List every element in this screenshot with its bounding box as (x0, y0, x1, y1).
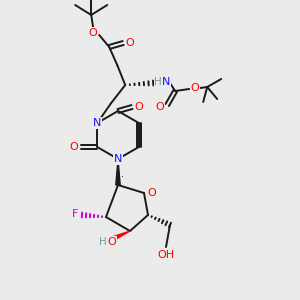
Text: OH: OH (158, 250, 175, 260)
Text: F: F (72, 209, 78, 219)
Text: O: O (108, 237, 116, 247)
Polygon shape (116, 159, 120, 185)
Text: N: N (114, 154, 122, 164)
Text: O: O (148, 188, 156, 198)
Text: O: O (126, 38, 135, 48)
Text: H: H (154, 77, 162, 87)
Text: O: O (135, 102, 143, 112)
Text: O: O (191, 83, 200, 93)
Text: N: N (93, 118, 101, 128)
Text: O: O (156, 102, 165, 112)
Text: N: N (162, 77, 170, 87)
Polygon shape (107, 231, 130, 243)
Text: H: H (99, 237, 107, 247)
Text: ···: ··· (115, 172, 124, 182)
Text: O: O (70, 142, 79, 152)
Text: O: O (89, 28, 98, 38)
